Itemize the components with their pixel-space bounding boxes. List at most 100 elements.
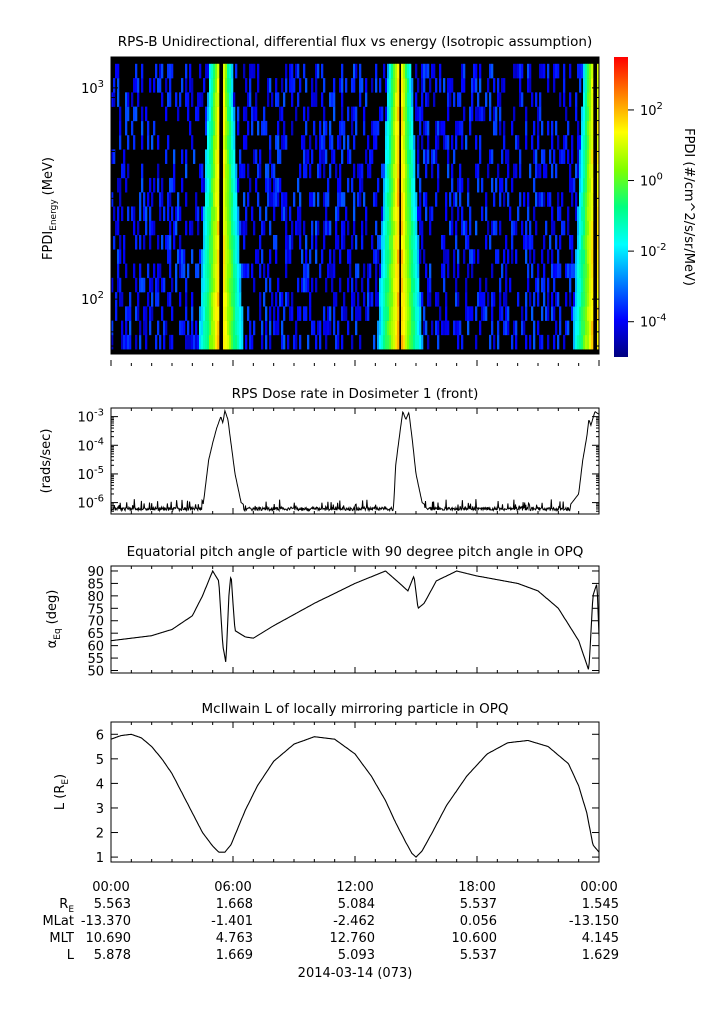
spectrogram-cell [391,320,394,336]
spectrogram-cell [579,292,582,307]
time-tick-label: 18:00 [458,880,495,895]
ephemeris-value: 5.093 [338,948,375,963]
spectrogram-cell [425,92,428,107]
spectrogram-cell [403,220,406,236]
spectrogram-cell [367,263,370,279]
spectrogram-cell [383,277,386,293]
spectrogram-cell [217,63,220,79]
spectrogram-cell [151,292,154,307]
spectrogram-cell [505,320,508,336]
ephemeris-value: -13.370 [81,914,131,929]
spectrogram-cell [437,135,440,150]
spectrogram-cell [597,320,600,336]
spectrogram-cell [417,306,420,321]
spectrogram-cell [227,220,230,236]
spectrogram-cell [117,277,120,293]
spectrogram-cell [381,249,384,264]
spectrogram-cell [229,263,232,279]
spectrogram-cell [563,220,566,236]
spectrogram-cell [569,63,572,79]
spectrogram-cell [583,263,586,279]
spectrogram-cell [313,120,316,136]
spectrogram-cell [413,320,416,336]
spectrogram-cell [225,192,228,207]
spectrogram-cell [443,135,446,150]
spectrogram-ytick-label-exp: 2 [98,290,104,301]
spectrogram-cell [435,192,438,207]
spectrogram-cell [395,306,398,321]
spectrogram-cell [557,206,560,222]
spectrogram-cell [169,334,172,350]
spectrogram-cell [407,63,410,79]
spectrogram-cell [443,78,446,93]
spectrogram-cell [475,334,478,350]
spectrogram-cell [589,292,592,307]
spectrogram-cell [551,220,554,236]
spectrogram-cell [437,320,440,336]
spectrogram-cell [225,306,228,321]
spectrogram-cell [119,106,122,122]
spectrogram-cell [371,234,374,250]
spectrogram-cell [545,220,548,236]
spectrogram-cell [551,206,554,222]
spectrogram-cell [333,249,336,264]
spectrogram-cell [547,63,550,79]
spectrogram-cell [311,92,314,107]
spectrogram-cell [117,92,120,107]
spectrogram-cell [165,78,168,93]
spectrogram-cell [437,177,440,193]
spectrogram-cell [311,277,314,293]
spectrogram-cell [291,92,294,107]
spectrogram-cell [351,120,354,136]
spectrogram-cell [455,320,458,336]
ephemeris-value: 1.668 [216,897,253,912]
spectrogram-cell [261,320,264,336]
spectrogram-cell [277,149,280,164]
dose-rate-x-ticks [110,408,600,514]
spectrogram-cell [127,306,130,321]
spectrogram-cell [575,163,578,179]
spectrogram-cell [191,292,194,307]
spectrogram-cell [375,277,378,293]
spectrogram-cell [571,249,574,264]
spectrogram-cell [345,78,348,93]
spectrogram-cell [181,149,184,164]
spectrogram-cell [485,234,488,250]
spectrogram-cell [245,220,248,236]
spectrogram-cell [153,177,156,193]
spectrogram-cell [225,277,228,293]
ephemeris-row-label-main: MLat [42,914,74,929]
dose-rate-ytick-label-exp: -3 [94,408,104,419]
spectrogram-cell [393,192,396,207]
spectrogram-cell [459,177,462,193]
spectrogram-cell [217,78,220,93]
spectrogram-cell [375,63,378,79]
spectrogram-cell [587,78,590,93]
spectrogram-cell [587,320,590,336]
spectrogram-cell [563,135,566,150]
spectrogram-cell [389,320,392,336]
spectrogram-cell [117,220,120,236]
spectrogram-cell [143,320,146,336]
spectrogram-cell [579,306,582,321]
spectrogram-cell [229,277,232,293]
spectrogram-cell [233,334,236,350]
spectrogram-cell [591,163,594,179]
spectrogram-cell [227,177,230,193]
spectrogram-cell [149,320,152,336]
spectrogram-cell [383,220,386,236]
spectrogram-cell [285,292,288,307]
spectrogram-cell [459,163,462,179]
spectrogram-cell [229,163,232,179]
spectrogram-cell [321,63,324,79]
spectrogram-cell [315,334,318,350]
spectrogram-cell [443,277,446,293]
spectrogram-cell [571,149,574,164]
spectrogram-cell [207,149,210,164]
spectrogram-cell [341,92,344,107]
spectrogram-cell [185,192,188,207]
spectrogram-cell [447,263,450,279]
spectrogram-cell [423,249,426,264]
spectrogram-cell [177,106,180,122]
